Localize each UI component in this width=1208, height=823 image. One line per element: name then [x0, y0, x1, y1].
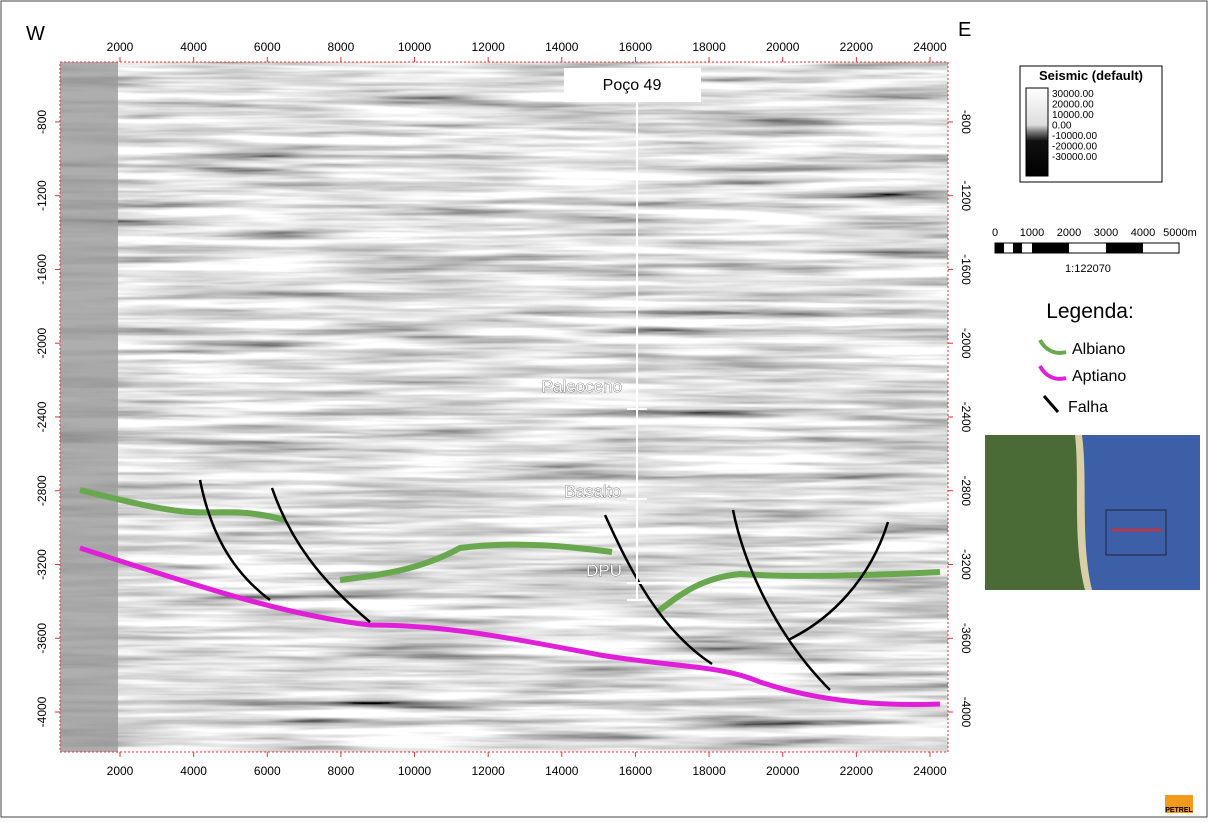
x-tick-label: 20000: [766, 40, 800, 54]
x-tick-label: 12000: [471, 764, 505, 778]
colorbar-label: 20000.00: [1052, 100, 1094, 111]
colorbar-label: 0.00: [1052, 121, 1072, 132]
x-tick-label: 22000: [840, 764, 874, 778]
x-tick-label: 2000: [107, 764, 134, 778]
scale-bar-seg: [1106, 243, 1143, 253]
x-tick-label: 18000: [692, 40, 726, 54]
y-tick-label: -2000: [35, 328, 49, 359]
marker-label: Paleoceno: [542, 377, 622, 396]
west-label: W: [26, 23, 45, 45]
x-tick-label: 10000: [398, 764, 432, 778]
inset-land: [985, 435, 1085, 590]
scale-bar-seg: [1032, 243, 1069, 253]
y-tick-label: -4000: [35, 696, 49, 727]
y-tick-label: -2000: [959, 328, 973, 359]
page: W E Poço 49 Paleoceno Basalto DPU Seismi…: [0, 0, 1208, 818]
x-tick-label: 2000: [107, 40, 134, 54]
y-tick-label: -1600: [35, 254, 49, 285]
x-tick-label: 10000: [398, 40, 432, 54]
x-tick-label: 4000: [180, 764, 207, 778]
legend-title: Legenda:: [1046, 300, 1134, 323]
scale-label: 2000: [1057, 227, 1081, 239]
logo: PETREL: [1165, 807, 1193, 814]
y-tick-label: -2800: [35, 475, 49, 506]
y-tick-label: -1200: [35, 180, 49, 211]
y-tick-label: -1600: [959, 254, 973, 285]
east-label: E: [958, 19, 971, 41]
scale-bar-seg: [995, 243, 1004, 253]
x-tick-label: 24000: [913, 764, 947, 778]
legend-item: Aptiano: [1072, 368, 1126, 385]
y-tick-label: -3600: [35, 623, 49, 654]
x-tick-label: 14000: [545, 764, 579, 778]
scale-label: 4000: [1131, 227, 1155, 239]
scale-bar: [995, 243, 1179, 253]
legend-item: Falha: [1068, 399, 1108, 416]
colorbar: [1026, 88, 1048, 176]
y-tick-label: -1200: [959, 180, 973, 211]
y-tick-label: -2800: [959, 475, 973, 506]
x-tick-label: 16000: [619, 764, 653, 778]
scale-label: 1000: [1020, 227, 1044, 239]
colorbar-label: -10000.00: [1052, 131, 1097, 142]
seismic-image: [60, 62, 948, 752]
no-data-strip: [60, 62, 118, 752]
legend-swatch: [1040, 340, 1066, 353]
legend-swatch: [1044, 396, 1058, 412]
colorbar-label: 30000.00: [1052, 89, 1094, 100]
x-tick-label: 4000: [180, 40, 207, 54]
y-tick-label: -800: [35, 110, 49, 134]
scale-ratio: 1:122070: [1065, 263, 1111, 275]
x-tick-label: 18000: [692, 764, 726, 778]
scale-label: 5000m: [1163, 227, 1197, 239]
y-tick-label: -3200: [959, 549, 973, 580]
x-tick-label: 16000: [619, 40, 653, 54]
well-label: Poço 49: [603, 77, 662, 94]
y-tick-label: -2400: [959, 402, 973, 433]
scale-label: 0: [992, 227, 998, 239]
x-tick-label: 8000: [328, 40, 355, 54]
x-tick-label: 20000: [766, 764, 800, 778]
y-tick-label: -3200: [35, 549, 49, 580]
marker-label: Basalto: [564, 482, 621, 501]
x-tick-label: 6000: [254, 764, 281, 778]
x-tick-label: 14000: [545, 40, 579, 54]
scale-bar-seg: [1013, 243, 1022, 253]
scale-label: 3000: [1094, 227, 1118, 239]
colorbar-label: 10000.00: [1052, 110, 1094, 121]
y-tick-label: -4000: [959, 697, 973, 728]
legend-swatch: [1040, 366, 1066, 379]
y-tick-label: -2400: [35, 401, 49, 432]
colorbar-title: Seismic (default): [1039, 68, 1143, 83]
x-tick-label: 8000: [328, 764, 355, 778]
x-tick-label: 6000: [254, 40, 281, 54]
y-tick-label: -3600: [959, 623, 973, 654]
colorbar-label: -30000.00: [1052, 152, 1097, 163]
x-tick-label: 12000: [471, 40, 505, 54]
y-tick-label: -800: [959, 110, 973, 134]
marker-label: DPU: [586, 561, 622, 580]
legend-item: Albiano: [1072, 341, 1125, 358]
colorbar-label: -20000.00: [1052, 142, 1097, 153]
x-tick-label: 22000: [840, 40, 874, 54]
x-tick-label: 24000: [913, 40, 947, 54]
